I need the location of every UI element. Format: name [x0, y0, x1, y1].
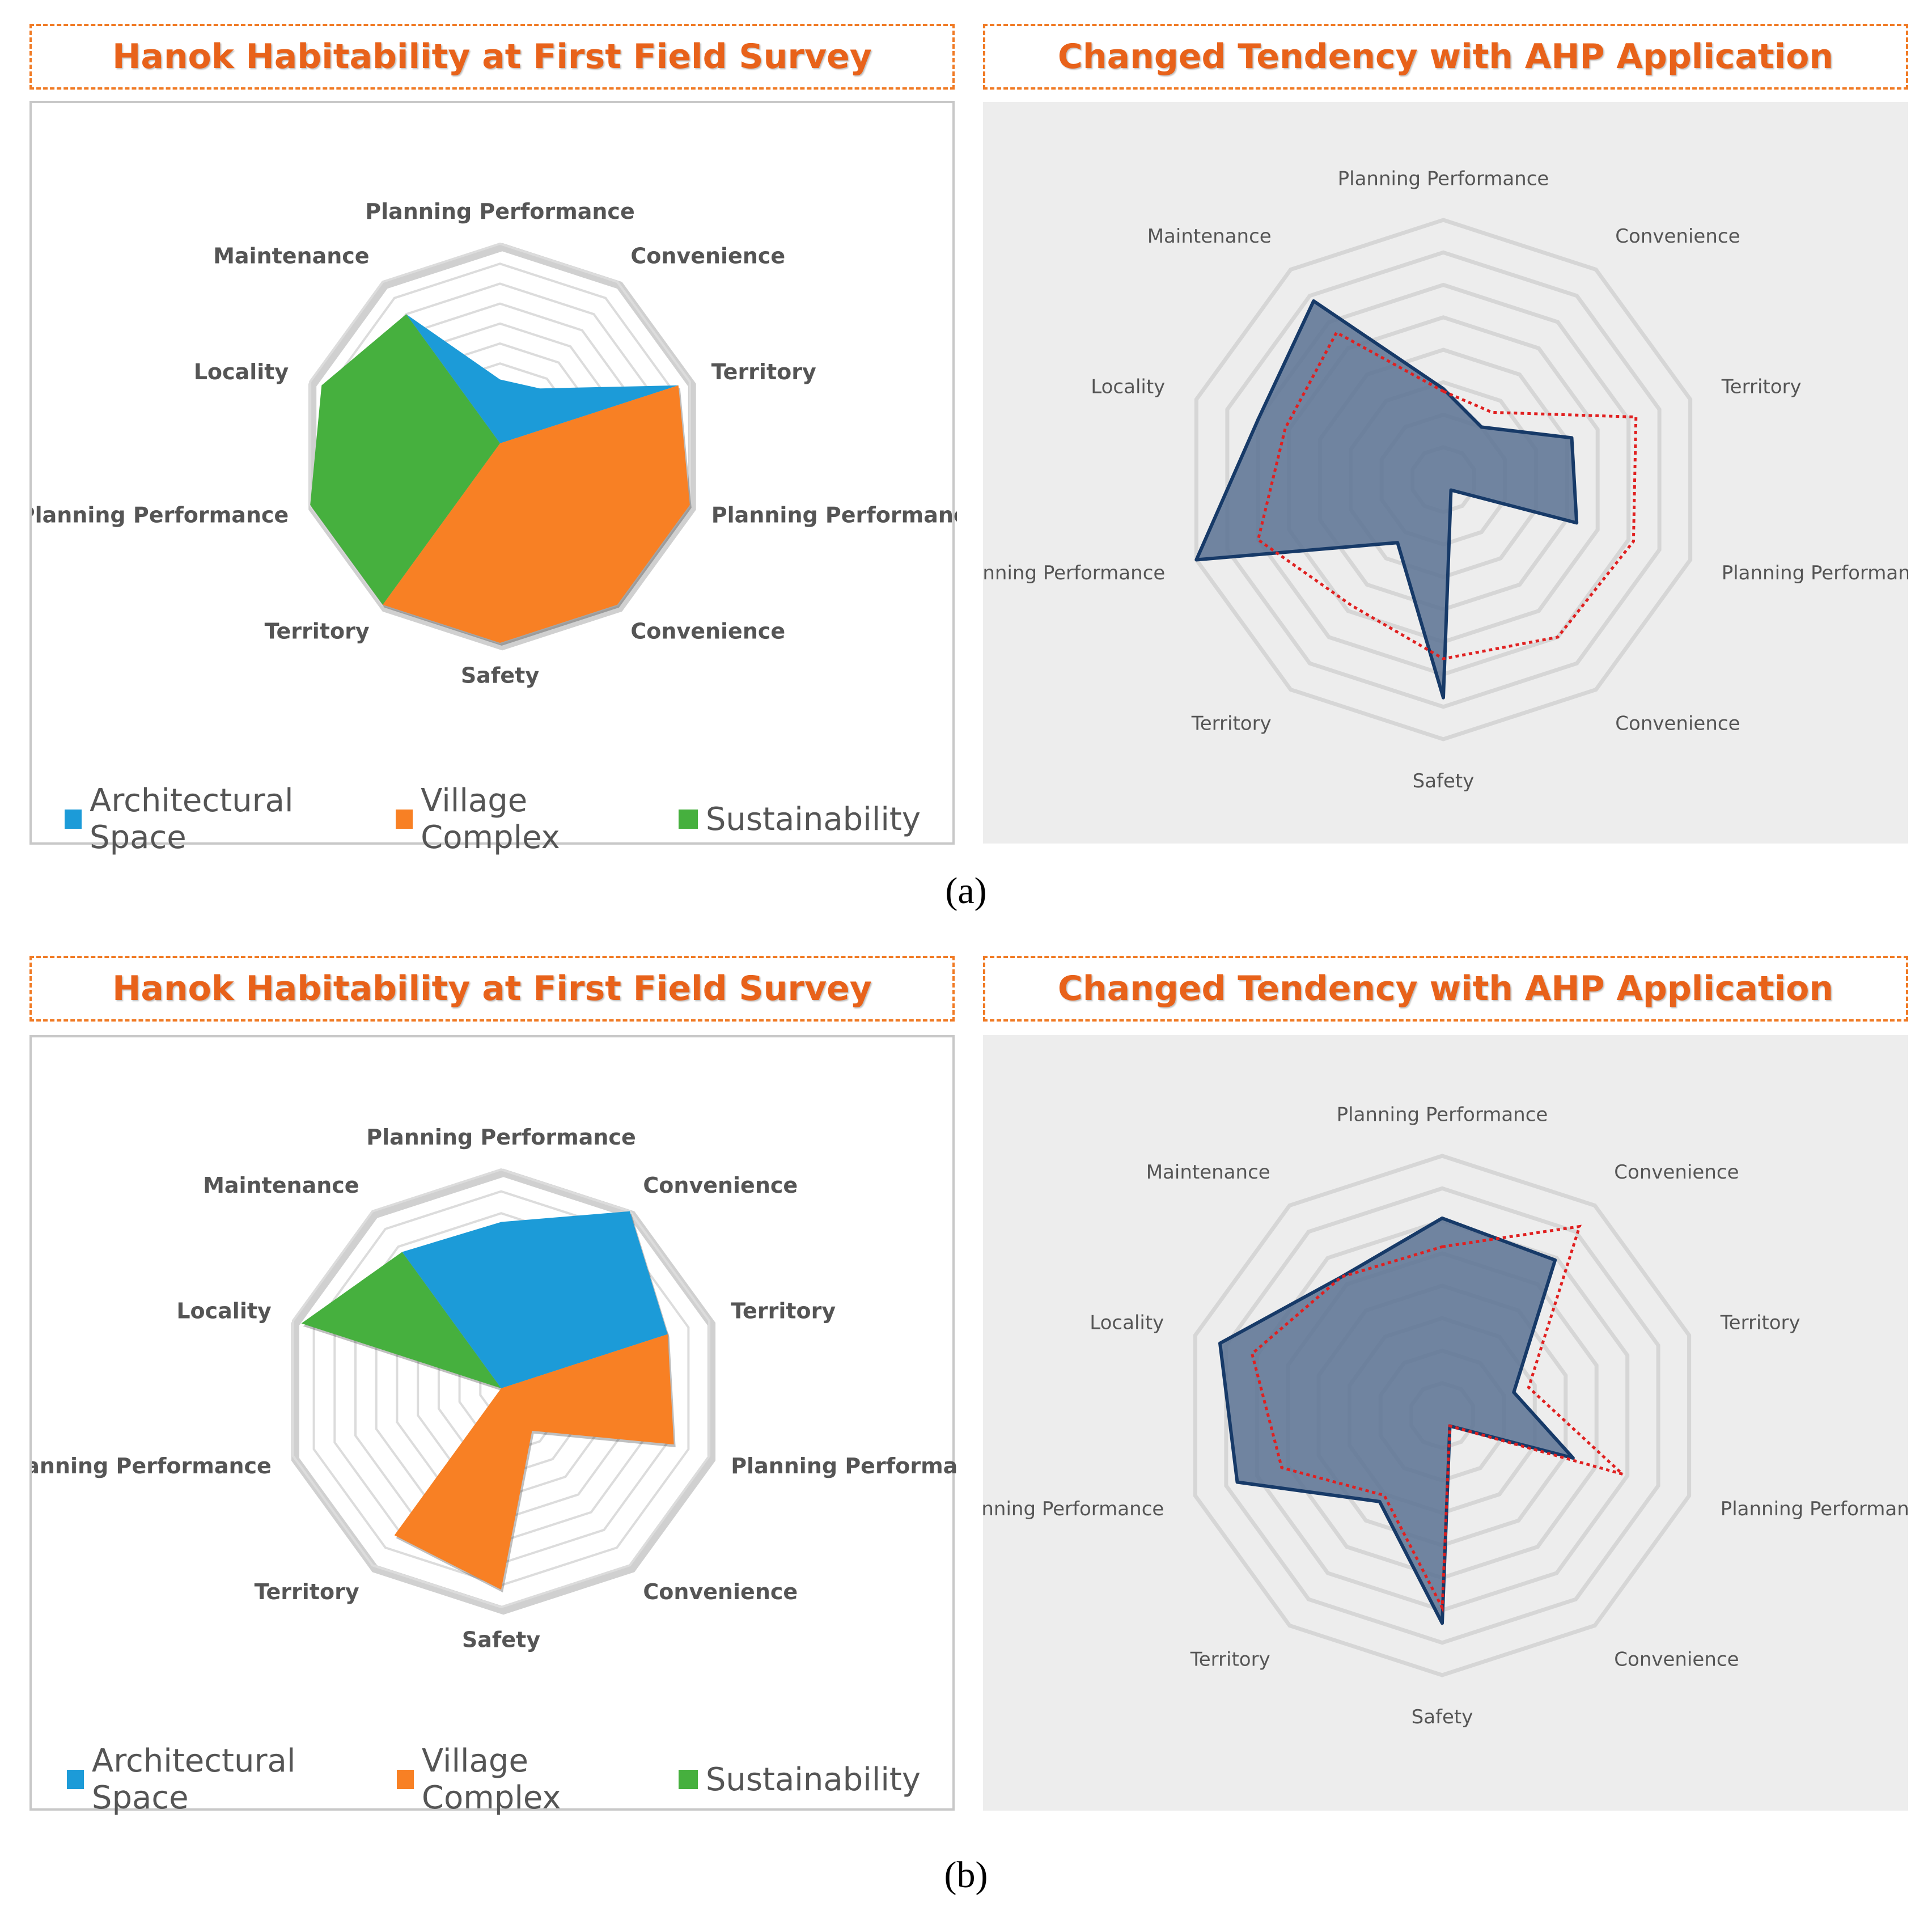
chart-title-a-left: Hanok Habitability at First Field Survey — [29, 24, 955, 90]
b-right-grid-ring — [1224, 1186, 1660, 1645]
b-left-axis-label: Territory — [255, 1579, 359, 1604]
radar-chart-a-left: Planning Performance Convenience Territory… — [32, 199, 957, 688]
figure-caption-b: (b) — [944, 1854, 988, 1896]
b-left-axis-label: Convenience — [643, 1173, 798, 1198]
b-right-axis-label: Territory — [1720, 1312, 1800, 1334]
chart-title-b-left: Hanok Habitability at First Field Survey — [29, 956, 955, 1022]
b-right-axis-label: Planning Performance — [983, 1498, 1164, 1520]
chart-panel-b-right: Planning Performance Convenience Territory… — [983, 1035, 1908, 1811]
a-right-axis-label: Territory — [1191, 713, 1272, 735]
b-left-series-village-complex — [394, 1334, 674, 1590]
a-left-axis-label: Planning Performance — [711, 503, 957, 528]
figure-caption-a: (a) — [945, 870, 987, 912]
b-left-axis-label: Convenience — [643, 1579, 798, 1604]
a-right-axis-label: Safety — [1413, 770, 1475, 793]
a-right-axis-label: Planning Performance — [983, 562, 1165, 584]
b-right-axis-label: Locality — [1090, 1312, 1164, 1334]
b-right-axis-label: Safety — [1412, 1706, 1473, 1728]
a-left-series-sustainability — [310, 314, 500, 605]
legend-b: Architectural Space Village Complex Sust… — [67, 1743, 952, 1816]
a-right-axis-label: Maintenance — [1147, 225, 1272, 248]
b-left-axis-label: Planning Performance — [731, 1453, 957, 1478]
legend-item-architectural: Architectural Space — [67, 1743, 365, 1816]
a-right-axis-label: Convenience — [1615, 225, 1740, 248]
legend-swatch-architectural — [67, 1770, 84, 1789]
b-left-series-architectural-space — [402, 1211, 668, 1388]
legend-item-sustainability: Sustainability — [678, 800, 921, 838]
b-left-axis-label: Planning Performance — [32, 1453, 272, 1478]
chart-panel-b-left: Planning Performance Convenience Territory… — [29, 1035, 957, 1816]
b-right-series-first-survey — [1250, 1224, 1624, 1613]
b-right-axis-label: Convenience — [1614, 1161, 1739, 1184]
a-left-series-architectural-space — [406, 314, 679, 443]
b-left-axis-label: Maintenance — [203, 1173, 359, 1198]
a-right-grid-ring — [1225, 250, 1662, 709]
legend-swatch-village — [396, 1770, 414, 1789]
b-right-axis-label: Planning Performance — [1337, 1104, 1548, 1126]
b-right-axis-label: Planning Performance — [1721, 1498, 1908, 1520]
a-left-axis-label: Territory — [265, 618, 370, 643]
radar-chart-a-right: Planning Performance Convenience Territory… — [983, 168, 1908, 793]
a-left-axis-label: Locality — [194, 359, 289, 384]
b-left-series-sustainability — [301, 1252, 501, 1536]
legend-label-village: Village Complex — [421, 1743, 561, 1816]
legend-label-sustainability: Sustainability — [705, 800, 921, 838]
b-left-axis-label: Planning Performance — [366, 1125, 635, 1150]
b-left-axis-label: Safety — [462, 1627, 540, 1652]
a-left-axis-label: Planning Performance — [32, 503, 289, 528]
a-right-axis-label: Locality — [1091, 376, 1165, 399]
legend-swatch-sustainability — [678, 810, 698, 829]
a-left-axis-label: Maintenance — [213, 243, 370, 268]
legend-swatch-architectural — [65, 810, 82, 829]
legend-label-architectural: Architectural Space — [91, 1743, 296, 1816]
b-left-axis-label: Locality — [176, 1298, 272, 1323]
b-right-grid-ring — [1193, 1154, 1692, 1677]
b-right-series-ahp-applied — [1218, 1216, 1575, 1625]
b-right-axis-label: Territory — [1190, 1649, 1270, 1671]
b-left-axis-label: Territory — [731, 1298, 836, 1323]
legend-item-sustainability: Sustainability — [678, 1761, 921, 1798]
b-left-grid-ring — [291, 1168, 711, 1609]
a-right-series-ahp-applied — [1194, 299, 1579, 700]
legend-item-village: Village Complex — [396, 782, 647, 856]
a-right-axis-label: Planning Performance — [1722, 562, 1908, 584]
a-left-axis-label: Safety — [461, 663, 539, 688]
a-left-axis-label: Territory — [711, 359, 816, 384]
chart-title-a-right: Changed Tendency with AHP Application — [983, 24, 1908, 90]
chart-title-b-right: Changed Tendency with AHP Application — [983, 956, 1908, 1022]
a-left-axis-label: Convenience — [630, 243, 785, 268]
a-left-axis-label: Planning Performance — [365, 199, 634, 224]
chart-panel-a-right: Planning Performance Convenience Territory… — [983, 102, 1908, 844]
chart-panel-a-left: Planning Performance Convenience Territory… — [29, 101, 957, 856]
radar-chart-b-right: Planning Performance Convenience Territory… — [983, 1104, 1908, 1729]
a-right-axis-label: Convenience — [1615, 713, 1740, 735]
a-left-series-village-complex — [383, 385, 690, 643]
a-left-axis-label: Convenience — [630, 618, 785, 643]
b-right-axis-label: Convenience — [1614, 1649, 1739, 1671]
a-right-axis-label: Planning Performance — [1338, 168, 1549, 190]
legend-item-village: Village Complex — [396, 1743, 647, 1816]
legend-label-architectural: Architectural Space — [90, 782, 294, 856]
legend-swatch-sustainability — [678, 1770, 698, 1789]
a-right-axis-label: Territory — [1721, 376, 1802, 399]
legend-item-architectural: Architectural Space — [65, 782, 364, 856]
b-right-axis-label: Maintenance — [1146, 1161, 1270, 1184]
radar-chart-b-left: Planning Performance Convenience Territory… — [32, 1125, 957, 1652]
a-right-grid-ring — [1194, 218, 1693, 741]
legend-label-village: Village Complex — [421, 782, 560, 856]
legend-swatch-village — [396, 810, 413, 829]
legend-a: Architectural Space Village Complex Sust… — [65, 782, 952, 856]
a-right-series-first-survey — [1256, 330, 1638, 660]
legend-label-sustainability: Sustainability — [705, 1761, 921, 1798]
